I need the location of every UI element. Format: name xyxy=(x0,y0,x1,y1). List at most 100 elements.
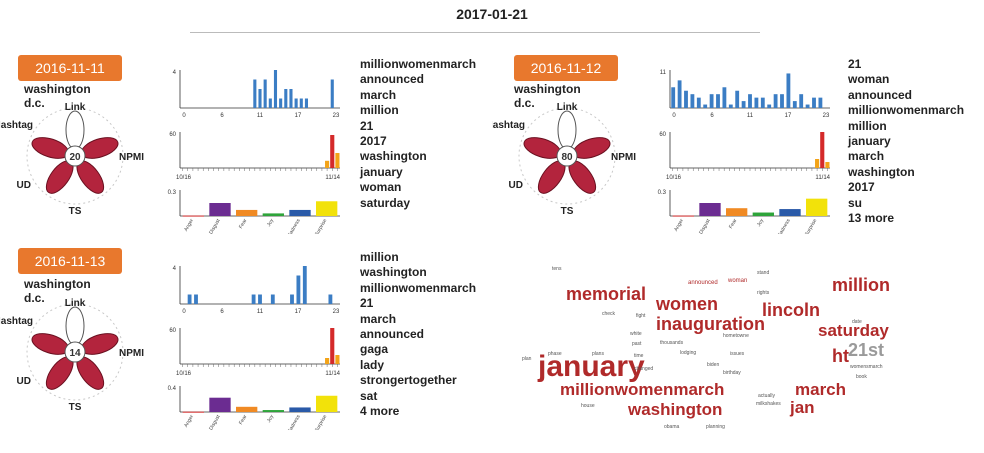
emotion-ytick: 0.3 xyxy=(168,190,177,196)
keyword-list: millionwomenmarch announced march million 21… xyxy=(360,57,476,211)
panel-charts: 11 0 6 11 17 23 60 10/16 11/14 0.3 Anger Disgust Fea… xyxy=(658,70,831,234)
glyph-label-hashtag: Hashtag xyxy=(0,316,33,327)
emotion-ytick: 0.3 xyxy=(658,190,667,196)
date-button[interactable]: 2016-11-13 xyxy=(18,248,122,274)
emotion-bar xyxy=(236,209,258,216)
location-label: washington d.c. xyxy=(24,82,91,110)
location-label: washington d.c. xyxy=(514,82,581,110)
glyph-center xyxy=(64,145,86,167)
hourly-bar xyxy=(268,98,272,108)
daily-bar xyxy=(820,132,825,168)
keyword-item: january xyxy=(848,134,891,149)
hourly-ytick: 4 xyxy=(173,70,177,76)
hourly-bar xyxy=(716,94,720,108)
hourly-bar xyxy=(299,98,303,108)
wordcloud-word: 21st xyxy=(848,340,884,360)
wordcloud-word: check xyxy=(602,311,616,317)
hourly-bar xyxy=(258,89,262,108)
glyph-ring xyxy=(518,107,616,205)
hourly-bar xyxy=(741,101,746,108)
emotion-bar xyxy=(182,411,204,413)
location-label: washington d.c. xyxy=(24,277,91,305)
wordcloud-word: inauguration xyxy=(656,314,765,334)
hourly-xtick: 11 xyxy=(747,113,754,119)
glyph-petal xyxy=(557,110,577,150)
hourly-bar xyxy=(760,97,765,108)
wordcloud-word: phase xyxy=(548,351,562,357)
wordcloud-word: woman xyxy=(727,278,747,284)
keyword-item: 21 xyxy=(848,57,862,71)
emotion-label: Disgust xyxy=(208,217,222,234)
wordcloud-word: stand xyxy=(757,270,769,276)
hourly-xtick: 6 xyxy=(220,113,224,119)
hourly-bar xyxy=(722,87,727,108)
hourly-bar xyxy=(296,275,301,304)
glyph-label-link: Link xyxy=(65,298,86,309)
emotion-label: Surprise xyxy=(804,218,819,234)
wordcloud-word: thousands xyxy=(660,340,684,346)
glyph-petal xyxy=(65,306,85,346)
wordcloud-word: saturday xyxy=(818,321,889,340)
date-button[interactable]: 2016-11-11 xyxy=(18,55,122,81)
glyph-label-link: Link xyxy=(65,102,86,113)
emotion-bar xyxy=(779,209,801,216)
hourly-bar xyxy=(270,294,275,304)
keyword-item: woman xyxy=(848,72,890,87)
daily-xtick: 11/14 xyxy=(325,371,340,377)
glyph-label-link: Link xyxy=(557,102,578,113)
hourly-bar xyxy=(328,294,333,304)
keyword-item: 21 xyxy=(360,296,374,311)
keyword-item: january xyxy=(360,164,403,179)
glyph-label-ud: UD xyxy=(17,376,31,387)
wordcloud-word: womensmarch xyxy=(850,364,883,370)
wordcloud-word: millionwomenmarch xyxy=(560,380,724,399)
hourly-bar xyxy=(805,104,810,108)
emotion-ytick: 0.4 xyxy=(168,386,177,392)
emotion-label: Joy xyxy=(756,218,765,228)
hourly-xtick: 17 xyxy=(295,113,302,119)
keyword-item: gaga xyxy=(360,342,389,357)
wordcloud-word: ht xyxy=(832,346,849,366)
glyph-label-npmi: NPMI xyxy=(119,152,144,163)
glyph-label-npmi: NPMI xyxy=(119,348,144,359)
glyph-label-ts: TS xyxy=(69,402,82,412)
wordcloud-word: birthday xyxy=(723,370,741,376)
wordcloud-word: million xyxy=(832,275,890,295)
daily-bar xyxy=(825,162,830,168)
hourly-bar xyxy=(289,89,293,108)
hourly-bar xyxy=(290,294,294,304)
hourly-bar xyxy=(251,294,256,304)
daily-bar xyxy=(815,159,820,168)
keyword-item: 2017 xyxy=(848,180,875,195)
daily-xtick: 11/14 xyxy=(325,175,340,181)
hourly-bar xyxy=(194,294,198,304)
glyph-label-hashtag: Hashtag xyxy=(492,120,525,131)
daily-bar xyxy=(335,355,340,364)
hourly-xtick: 11 xyxy=(257,113,264,119)
wordcloud-word: issues xyxy=(730,351,745,357)
hourly-ytick: 11 xyxy=(660,70,667,76)
daily-xtick: 10/16 xyxy=(666,175,682,181)
wordcloud-word: book xyxy=(856,374,867,380)
hourly-bar xyxy=(684,90,688,108)
emotion-bar xyxy=(262,410,284,412)
keyword-item: strongertogether xyxy=(360,373,457,388)
emotion-label: Sadness xyxy=(287,218,302,234)
emotion-label: Fear xyxy=(238,414,249,426)
keyword-item: million xyxy=(360,250,399,264)
keyword-item: march xyxy=(360,87,397,102)
hourly-xtick: 17 xyxy=(295,309,302,315)
emotion-bar xyxy=(699,203,721,216)
hourly-xtick: 0 xyxy=(672,113,676,119)
keyword-item: millionwomenmarch xyxy=(360,280,477,295)
hourly-bar xyxy=(677,80,682,108)
wordcloud-word: lodging xyxy=(680,350,696,356)
hourly-bar xyxy=(754,97,759,108)
wordcloud-word: actually xyxy=(758,393,775,399)
hourly-bar xyxy=(780,94,784,108)
wordcloud-word: changed xyxy=(634,366,653,372)
keyword-item: millionwomenmarch xyxy=(848,103,965,118)
wordcloud-word: women xyxy=(655,294,718,314)
date-button[interactable]: 2016-11-12 xyxy=(514,55,618,81)
emotion-bar xyxy=(752,212,774,216)
